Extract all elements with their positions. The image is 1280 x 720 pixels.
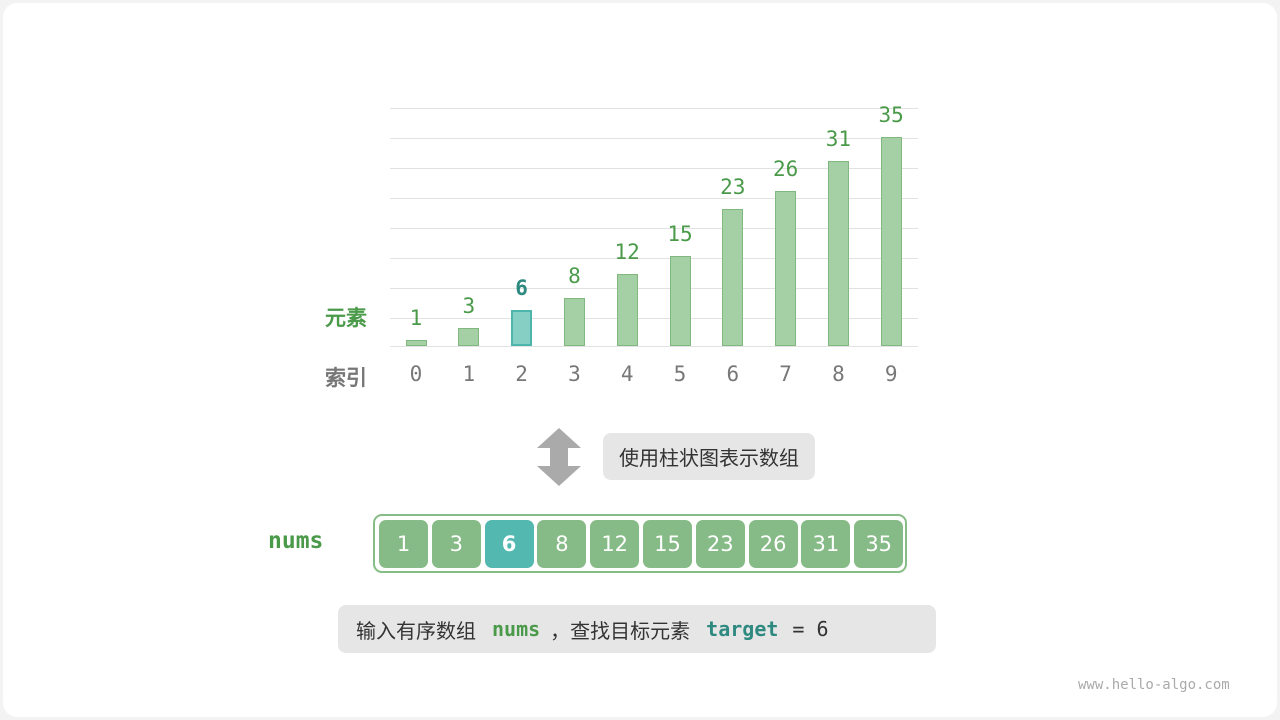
bar — [616, 274, 638, 346]
array-box — [373, 514, 907, 573]
bar-value-label: 35 — [878, 103, 904, 128]
array-cell: 26 — [748, 520, 798, 568]
input-caption: 输入有序数组 nums ，查找目标元素 target = 6 — [338, 605, 936, 653]
bar — [722, 208, 744, 346]
gridline — [390, 138, 918, 139]
array-cell: 35 — [854, 520, 904, 568]
nums-code: nums — [492, 617, 541, 641]
index-label: 8 — [832, 362, 845, 386]
array-name-label: nums — [268, 528, 324, 554]
bar-value-label: 1 — [409, 306, 423, 331]
array-cell: 23 — [695, 520, 745, 568]
index-label: 9 — [884, 362, 898, 386]
caption-text: 输入有序数组 — [356, 618, 476, 643]
bar-chart-caption: 使用柱状图表示数组 — [603, 433, 815, 480]
bar — [669, 256, 691, 346]
array-cell: 15 — [643, 520, 692, 568]
bar-value-label: 26 — [772, 156, 799, 181]
array-cell: 3 — [431, 520, 481, 568]
bar — [405, 340, 427, 346]
index-label: 5 — [673, 362, 687, 386]
array-cell: 1 — [379, 520, 428, 568]
target-code: target — [706, 617, 779, 641]
bar-value-label: 31 — [825, 126, 852, 151]
gridline — [390, 318, 918, 319]
bar-value-label: 23 — [720, 174, 746, 199]
array-cell: 12 — [590, 520, 640, 568]
bar — [775, 190, 797, 346]
gridline — [390, 258, 918, 259]
index-label: 3 — [568, 362, 581, 386]
index-label: 1 — [462, 362, 476, 386]
gridline — [390, 288, 918, 289]
bar-value-label: 3 — [462, 294, 476, 319]
index-label: 2 — [515, 362, 528, 386]
bar-value-label: 6 — [515, 276, 528, 301]
bar-value-label: 15 — [667, 222, 693, 247]
index-label: 0 — [409, 362, 423, 386]
bar-value-label: 8 — [568, 264, 581, 289]
array-cell: 31 — [801, 520, 851, 568]
gridline — [390, 346, 918, 347]
bar — [511, 310, 533, 346]
index-label: 4 — [620, 362, 634, 386]
diagram-canvas — [3, 3, 1277, 717]
gridline — [390, 228, 918, 229]
bar-value-label: 12 — [614, 240, 640, 265]
elements-row-label: 元素 — [325, 306, 367, 330]
gridline — [390, 108, 918, 109]
array-cell: 6 — [484, 520, 534, 568]
gridline — [390, 168, 918, 169]
watermark: www.hello-algo.com — [1078, 677, 1230, 693]
index-row-label: 索引 — [325, 366, 367, 390]
index-label: 6 — [726, 362, 740, 386]
bar — [458, 328, 480, 346]
double-vertical-arrow-icon — [537, 428, 581, 486]
bar — [827, 160, 849, 346]
bar — [880, 137, 902, 346]
target-value: = 6 — [792, 617, 829, 641]
bar — [563, 298, 585, 346]
array-cell: 8 — [537, 520, 587, 568]
index-label: 7 — [779, 362, 792, 386]
caption-text: ，查找目标元素 — [550, 618, 691, 643]
gridline — [390, 198, 918, 199]
